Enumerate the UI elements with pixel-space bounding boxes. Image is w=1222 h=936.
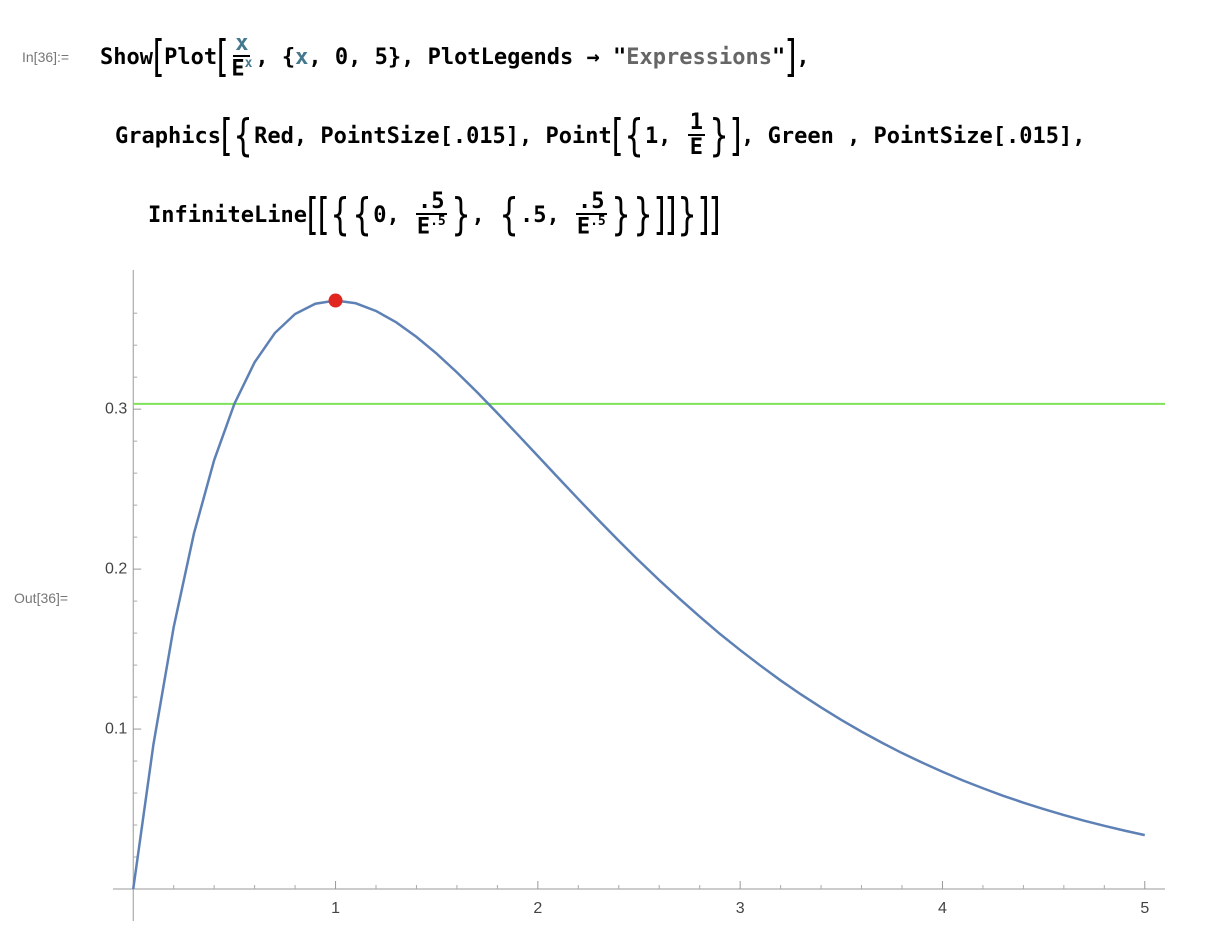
bracket: { bbox=[499, 189, 519, 240]
numerator: .5 bbox=[576, 189, 607, 216]
bracket: ] bbox=[708, 189, 721, 240]
y-tick-label: 0.1 bbox=[105, 720, 127, 737]
base: E bbox=[576, 214, 591, 240]
denominator: E.5 bbox=[577, 215, 606, 240]
code-token: 0, bbox=[373, 202, 414, 228]
bracket: [ bbox=[152, 31, 165, 82]
code-token: , Green , PointSize[.015], bbox=[741, 123, 1086, 149]
bracket: ] bbox=[664, 189, 677, 240]
in-label: In[36]:= bbox=[22, 49, 70, 65]
numerator: .5 bbox=[416, 189, 447, 216]
bracket: } bbox=[709, 110, 729, 161]
x-tick-label: 1 bbox=[331, 900, 340, 917]
curve bbox=[131, 299, 1146, 890]
bracket: } bbox=[632, 189, 653, 240]
x-tick-label: 5 bbox=[1140, 900, 1149, 917]
numerator: x bbox=[233, 31, 251, 58]
code-token: .5, bbox=[520, 202, 574, 228]
denominator: E bbox=[690, 136, 703, 160]
base: E bbox=[231, 56, 245, 82]
x-tick-label: 2 bbox=[533, 900, 542, 917]
bracket: ] bbox=[697, 189, 710, 240]
code-token: Graphics bbox=[115, 123, 221, 149]
code-token: , bbox=[471, 202, 499, 228]
code-token: 1, bbox=[644, 123, 685, 149]
fraction: .5 E.5 bbox=[576, 190, 607, 240]
code-token: Plot bbox=[164, 44, 218, 70]
bracket: } bbox=[450, 189, 471, 240]
code-string: Expressions bbox=[626, 44, 772, 70]
code-variable: x bbox=[295, 44, 309, 70]
code-line: Graphics[{Red, PointSize[.015], Point[{1… bbox=[115, 106, 1085, 166]
numerator: 1 bbox=[687, 110, 705, 137]
denominator: Ex bbox=[231, 57, 252, 82]
bracket: ] bbox=[653, 189, 666, 240]
y-tick-label: 0.3 bbox=[105, 400, 127, 417]
code-token: InfiniteLine bbox=[148, 202, 307, 228]
code-token: " bbox=[771, 44, 786, 70]
bracket: [ bbox=[317, 189, 330, 240]
code-token: Red, PointSize[.015], Point bbox=[254, 123, 612, 149]
exponent: x bbox=[244, 56, 253, 72]
bracket: ] bbox=[784, 31, 797, 82]
base: E bbox=[689, 135, 703, 161]
bracket: { bbox=[624, 110, 644, 161]
bracket: } bbox=[677, 189, 697, 240]
fraction: x Ex bbox=[231, 32, 252, 82]
bracket: { bbox=[330, 189, 351, 240]
code-token: Show bbox=[100, 44, 153, 70]
bracket: [ bbox=[220, 110, 233, 161]
bracket: ] bbox=[729, 110, 742, 161]
code-token: , bbox=[796, 44, 810, 70]
bracket: [ bbox=[306, 189, 319, 240]
denominator: E.5 bbox=[417, 215, 446, 240]
base: E bbox=[416, 214, 431, 240]
y-tick-label: 0.2 bbox=[105, 560, 127, 577]
bracket: [ bbox=[216, 31, 229, 82]
fraction: .5 E.5 bbox=[416, 190, 447, 240]
code-token: , 0, 5}, PlotLegends → " bbox=[308, 44, 627, 70]
code-line: InfiniteLine[[{{0, .5 E.5}, {.5, .5 E.5}}]… bbox=[148, 185, 721, 245]
point bbox=[328, 293, 343, 308]
code-token: , { bbox=[255, 44, 296, 70]
bracket: [ bbox=[611, 110, 624, 161]
bracket: } bbox=[610, 189, 631, 240]
exponent: .5 bbox=[430, 214, 446, 230]
out-label: Out[36]= bbox=[14, 590, 69, 606]
bracket: { bbox=[352, 189, 373, 240]
exponent: .5 bbox=[590, 214, 606, 230]
x-tick-label: 4 bbox=[938, 900, 947, 917]
bracket: { bbox=[233, 110, 253, 161]
x-tick-label: 3 bbox=[736, 900, 745, 917]
code-line: Show[Plot[x Ex, {x, 0, 5}, PlotLegends → … bbox=[100, 27, 810, 87]
